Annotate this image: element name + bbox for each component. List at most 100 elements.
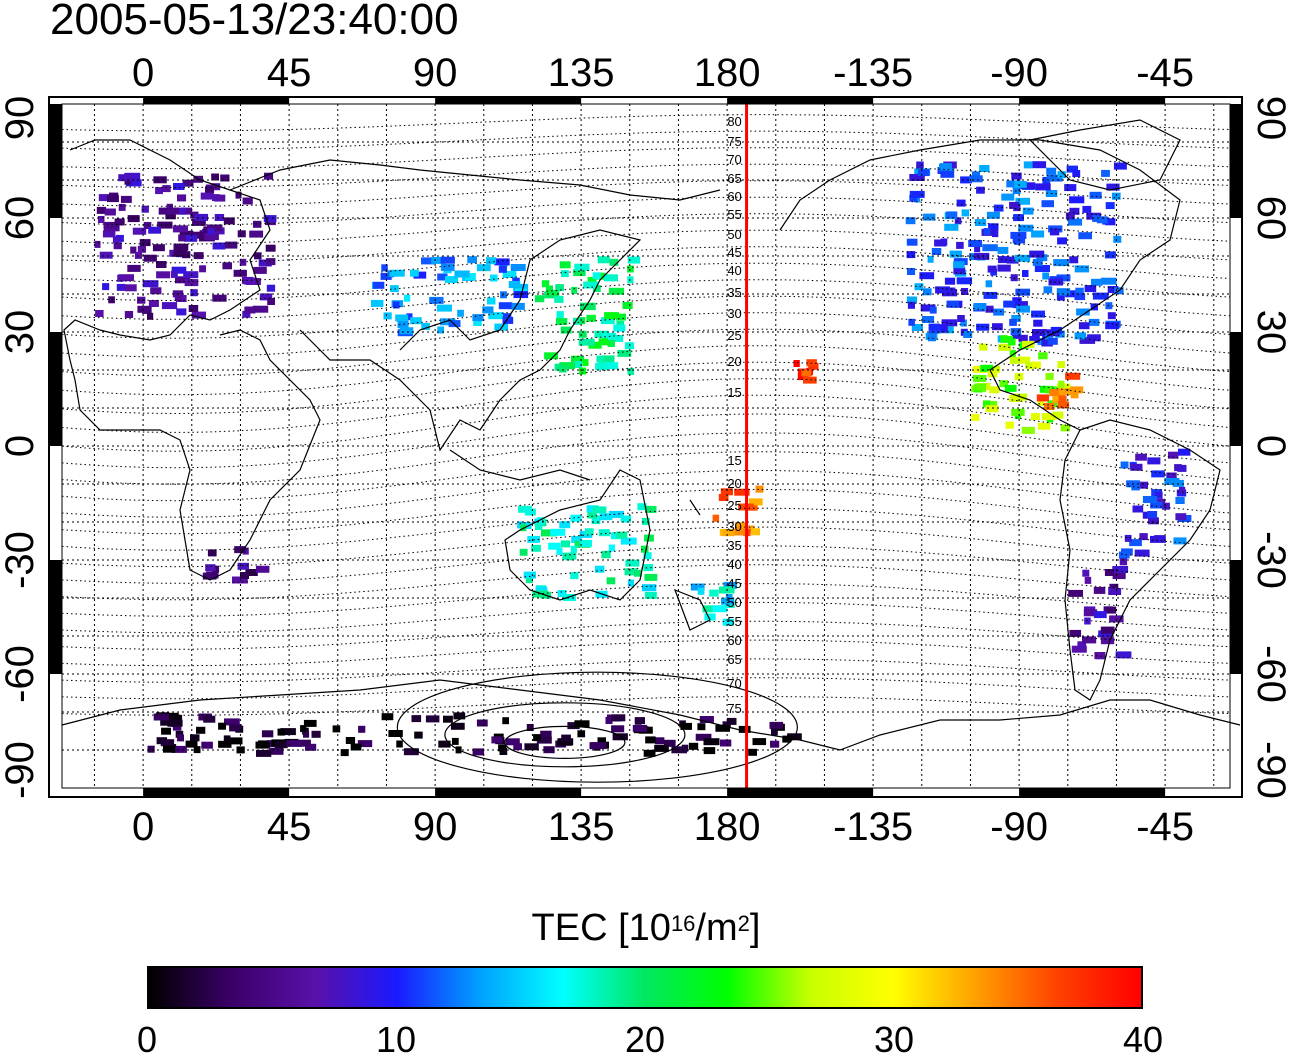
tec-cell bbox=[617, 349, 632, 357]
tec-cell bbox=[96, 206, 107, 214]
tec-cell bbox=[252, 305, 269, 313]
tec-cell bbox=[622, 302, 633, 309]
tec-cell bbox=[560, 326, 572, 334]
tec-cell bbox=[255, 565, 270, 573]
tec-cell bbox=[176, 308, 187, 316]
tec-cell bbox=[513, 283, 529, 291]
tec-cell bbox=[1077, 641, 1087, 649]
colorbar-title: TEC [1016/m2] bbox=[531, 907, 761, 949]
tec-cell bbox=[1074, 332, 1087, 340]
tec-cell bbox=[643, 749, 656, 757]
tec-cell bbox=[644, 573, 658, 581]
tec-cell bbox=[738, 725, 751, 733]
tec-cell bbox=[124, 284, 137, 292]
tec-cell bbox=[1082, 569, 1090, 577]
tec-cell bbox=[557, 738, 572, 746]
tec-cell bbox=[113, 242, 122, 250]
tec-cell bbox=[139, 239, 151, 247]
tec-cell bbox=[941, 319, 958, 327]
tec-cell bbox=[267, 298, 275, 305]
tec-cell bbox=[171, 745, 187, 753]
tec-cell bbox=[450, 722, 465, 730]
magnetic-latitude-contours bbox=[61, 114, 1231, 783]
tec-cell bbox=[1042, 272, 1050, 280]
tec-cell bbox=[985, 405, 999, 413]
mag-contour bbox=[61, 526, 1231, 568]
tec-cell bbox=[607, 340, 615, 347]
tec-cell bbox=[782, 735, 792, 743]
tec-cell bbox=[574, 361, 583, 368]
mag-lat-label: 45 bbox=[727, 576, 741, 591]
tec-cell bbox=[1010, 328, 1022, 336]
tec-cell bbox=[1012, 301, 1028, 309]
tec-cell bbox=[1135, 453, 1147, 461]
tec-cell bbox=[1014, 180, 1027, 188]
tec-cell bbox=[116, 283, 126, 291]
tec-cell bbox=[1037, 422, 1051, 430]
tec-cell bbox=[571, 355, 585, 363]
tec-cell bbox=[1109, 583, 1119, 591]
tec-cell bbox=[611, 725, 625, 733]
tec-cell bbox=[570, 514, 582, 522]
lat-tick-label-left: 90 bbox=[0, 96, 42, 141]
tec-cell bbox=[612, 733, 628, 741]
tec-cell bbox=[690, 583, 705, 591]
tec-cell bbox=[1120, 461, 1129, 469]
tec-cell bbox=[472, 314, 484, 322]
tec-cell bbox=[571, 286, 578, 294]
tec-cell bbox=[476, 719, 488, 727]
tec-cell bbox=[1050, 326, 1062, 334]
tec-cell bbox=[1018, 224, 1034, 232]
tec-cell bbox=[264, 172, 274, 180]
tec-cell bbox=[627, 579, 634, 587]
tec-cell bbox=[971, 413, 980, 421]
tec-cell bbox=[160, 718, 169, 726]
tec-cell bbox=[253, 266, 267, 274]
tec-cell bbox=[1000, 335, 1014, 343]
tec-cell bbox=[403, 748, 419, 756]
tec-cell bbox=[917, 169, 930, 177]
tec-cell bbox=[1032, 329, 1047, 336]
tec-cell bbox=[436, 304, 452, 312]
tec-cell bbox=[591, 742, 607, 750]
tec-cell bbox=[500, 291, 507, 299]
tec-cell bbox=[102, 283, 110, 291]
tec-cell bbox=[1107, 286, 1119, 293]
tec-cell bbox=[953, 261, 965, 269]
tec-cell bbox=[482, 306, 494, 314]
tec-cell bbox=[934, 239, 947, 247]
lon-tick-label-bottom: 0 bbox=[132, 805, 154, 849]
tec-cell bbox=[147, 312, 154, 320]
tec-cell bbox=[174, 293, 182, 301]
tec-cell bbox=[992, 230, 999, 238]
tec-cell bbox=[204, 233, 219, 241]
coastline bbox=[61, 119, 1241, 751]
tec-cell bbox=[1098, 630, 1113, 638]
lon-tick-label-top: 0 bbox=[132, 51, 154, 95]
tec-cell bbox=[240, 572, 249, 579]
tec-cell bbox=[916, 161, 924, 169]
tec-cell bbox=[102, 230, 116, 238]
tec-cell bbox=[505, 738, 520, 746]
tec-cell bbox=[242, 197, 253, 205]
tec-cell bbox=[1041, 413, 1057, 421]
tec-cell bbox=[992, 365, 1001, 373]
tec-cell bbox=[1057, 380, 1065, 388]
tec-cell bbox=[1166, 472, 1177, 480]
tec-cell bbox=[986, 211, 1000, 219]
tec-cell bbox=[1021, 182, 1036, 190]
tec-cell bbox=[1100, 277, 1117, 285]
tec-cell bbox=[541, 529, 557, 537]
tec-cell bbox=[974, 219, 987, 226]
tec-cell bbox=[752, 738, 767, 746]
tec-cell bbox=[120, 195, 132, 203]
tec-cell bbox=[1084, 617, 1091, 625]
tec-cell bbox=[178, 234, 186, 242]
frame-bar-top bbox=[143, 97, 290, 104]
tec-cell bbox=[498, 265, 507, 273]
tec-cell bbox=[181, 207, 193, 215]
mag-lat-label: 15 bbox=[727, 385, 741, 400]
tec-cell bbox=[1105, 218, 1116, 226]
tec-cell bbox=[425, 715, 440, 723]
mag-contour bbox=[61, 432, 1231, 485]
